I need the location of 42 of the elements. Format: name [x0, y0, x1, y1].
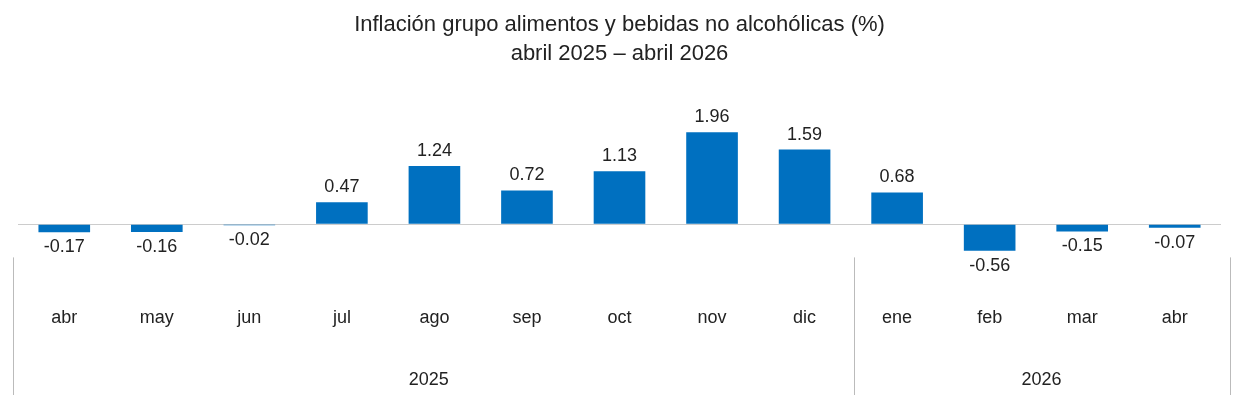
bar [408, 166, 461, 224]
x-tick-label: may [139, 307, 174, 328]
x-tick-label: jun [236, 307, 262, 328]
bar [686, 132, 738, 224]
x-tick-label: jul [331, 307, 351, 328]
bar [593, 171, 646, 224]
data-label: -0.02 [228, 229, 270, 250]
data-label: 1.13 [601, 145, 638, 166]
data-label: 0.68 [879, 166, 915, 187]
x-tick-label: ene [882, 307, 913, 328]
x-tick-label: nov [697, 307, 727, 328]
data-label: 1.59 [787, 123, 823, 144]
text: 2026 [1021, 368, 1062, 389]
data-label: -0.16 [136, 235, 178, 256]
x-tick-label: abr [1161, 307, 1188, 328]
x-tick-label: sep [512, 307, 542, 328]
bar [316, 202, 368, 224]
x-tick-label: ago [419, 307, 450, 328]
x-tick-label: mar [1066, 307, 1098, 328]
bar [778, 149, 831, 224]
chart-subtitle: abril 2025 – abril 2026 [510, 39, 729, 65]
bar [1056, 224, 1109, 232]
data-label: 0.47 [324, 176, 360, 197]
data-label: -0.56 [969, 254, 1011, 275]
data-label: -0.07 [1154, 231, 1196, 252]
data-label: 1.96 [694, 106, 730, 127]
x-tick-label: abr [51, 307, 78, 328]
bar [1148, 224, 1201, 228]
bar [130, 224, 183, 232]
bar [871, 192, 923, 224]
x-tick-label: dic [793, 307, 817, 328]
bar [501, 190, 553, 224]
bar [963, 224, 1016, 251]
text: 2025 [408, 368, 449, 389]
bar [38, 224, 91, 233]
data-label: -0.17 [43, 236, 85, 257]
data-label: 1.24 [416, 140, 452, 161]
data-label: -0.15 [1061, 235, 1103, 256]
data-label: 0.72 [509, 164, 545, 185]
chart-title: Inflación grupo alimentos y bebidas no alcohólicas (%) [354, 11, 885, 37]
x-tick-label: oct [607, 307, 632, 328]
x-tick-label: feb [977, 307, 1003, 328]
